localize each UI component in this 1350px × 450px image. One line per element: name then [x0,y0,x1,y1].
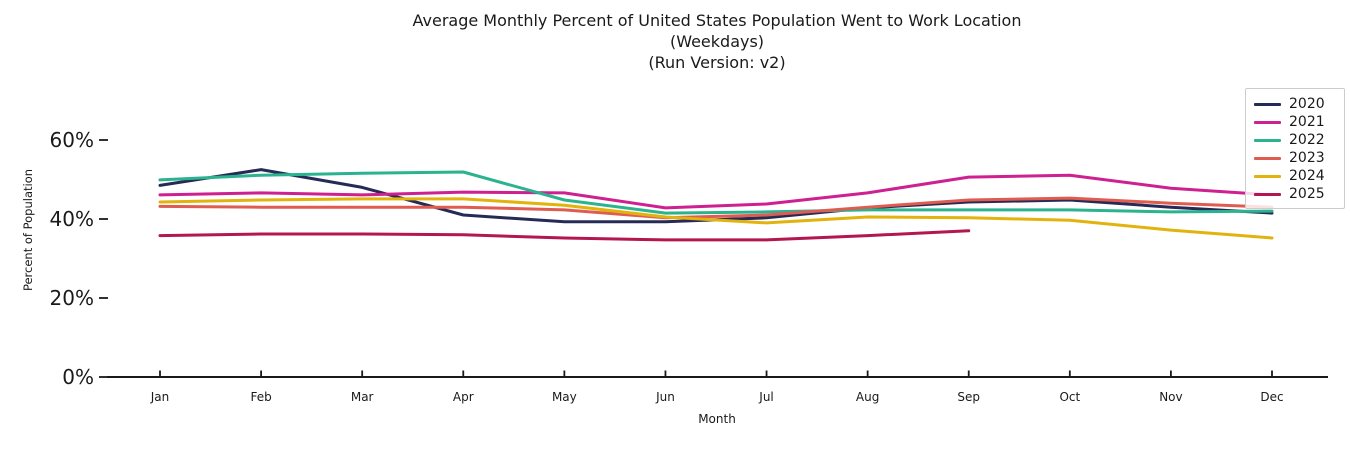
legend-label-2022: 2022 [1289,132,1325,148]
chart-title: Average Monthly Percent of United States… [84,10,1350,73]
legend-swatch-2024 [1254,174,1281,178]
x-tick-label-nov: Nov [1159,390,1183,404]
legend-swatch-2020 [1254,102,1281,106]
chart-title-line2: (Weekdays) [669,32,765,51]
series-line-2022 [158,170,1274,215]
x-tick-label-dec: Dec [1260,390,1284,404]
legend-swatch-2021 [1254,120,1281,124]
legend-label-2024: 2024 [1289,168,1325,184]
legend-label-2020: 2020 [1289,96,1325,112]
x-tick-label-aug: Aug [855,390,880,404]
y-tick-label-20%: 20% [49,286,94,310]
y-tick-label-60%: 60% [49,128,94,152]
chart-title-line3: (Run Version: v2) [648,53,786,72]
legend-item-2023: 2023 [1254,149,1336,167]
legend-item-2021: 2021 [1254,113,1336,131]
x-tick-label-may: May [551,390,577,404]
x-tick-label-jun: Jun [656,390,675,404]
legend-label-2021: 2021 [1289,114,1325,130]
x-tick-label-jan: Jan [150,390,170,404]
x-tick-label-sep: Sep [957,390,981,404]
series-line-2024 [158,197,1274,240]
series-line-2023 [158,196,1274,220]
legend: 2020 2021 2022 2023 2024 2025 [1245,88,1345,209]
legend-label-2023: 2023 [1289,150,1325,166]
x-axis-label: Month [698,412,736,426]
legend-item-2020: 2020 [1254,95,1336,113]
y-tick-label-40%: 40% [49,207,94,231]
legend-item-2024: 2024 [1254,167,1336,185]
x-tick-label-oct: Oct [1059,390,1081,404]
legend-label-2025: 2025 [1289,186,1325,202]
legend-item-2025: 2025 [1254,185,1336,203]
x-tick-label-mar: Mar [350,390,374,404]
series-line-2021 [158,173,1274,210]
x-tick-label-apr: Apr [452,390,474,404]
legend-item-2022: 2022 [1254,131,1336,149]
legend-swatch-2023 [1254,156,1281,160]
x-tick-label-feb: Feb [250,390,272,404]
legend-swatch-2025 [1254,192,1281,196]
y-tick-label-0%: 0% [62,365,94,389]
series-line-2025 [158,229,971,242]
chart-title-line1: Average Monthly Percent of United States… [412,11,1022,30]
legend-swatch-2022 [1254,138,1281,142]
x-tick-label-jul: Jul [759,390,774,404]
